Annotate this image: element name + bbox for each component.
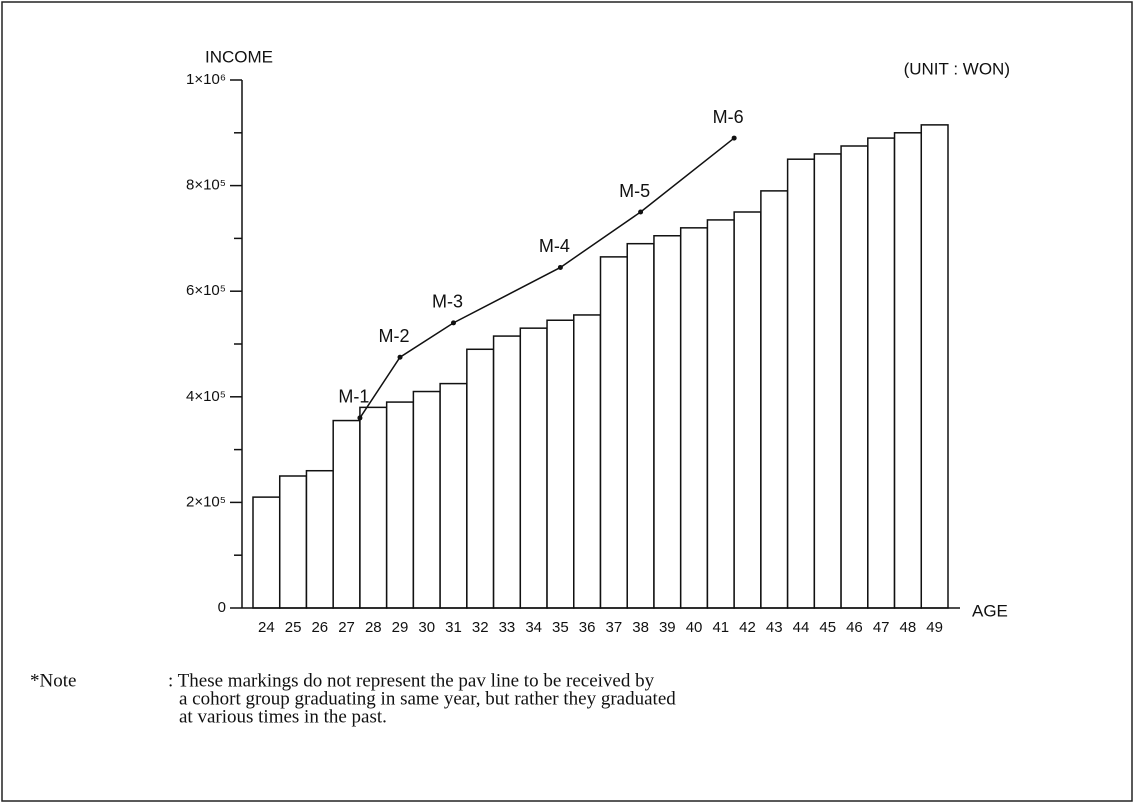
- point-label: M-4: [539, 236, 570, 256]
- point-label: M-6: [713, 107, 744, 127]
- x-tick-label: 47: [873, 619, 890, 636]
- bar: [920, 124, 949, 609]
- bar: [867, 137, 896, 609]
- y-tick-label: 2×10⁵: [186, 493, 226, 510]
- note-label: *Note: [30, 670, 76, 691]
- x-tick-label: 38: [632, 619, 649, 636]
- x-tick-label: 46: [846, 619, 863, 636]
- bar: [893, 132, 923, 609]
- line-point: [450, 320, 456, 326]
- x-tick-label: 27: [338, 619, 355, 636]
- y-tick-label: 1×10⁶: [186, 71, 226, 88]
- line-point: [397, 354, 403, 360]
- bar: [492, 335, 522, 609]
- bar: [546, 319, 575, 609]
- x-tick-label: 48: [900, 619, 917, 636]
- x-tick-label: 36: [579, 619, 596, 636]
- x-tick-label: 35: [552, 619, 569, 636]
- x-tick-label: 25: [285, 619, 302, 636]
- x-tick-label: 49: [926, 619, 943, 636]
- bar: [599, 256, 628, 609]
- x-tick-label: 28: [365, 619, 382, 636]
- bar: [626, 242, 655, 609]
- x-tick-label: 34: [525, 619, 542, 636]
- note-line: a cohort group graduating in same year, …: [179, 688, 676, 709]
- x-tick-label: 31: [445, 619, 462, 636]
- x-tick-label: 45: [819, 619, 836, 636]
- line-point: [731, 135, 737, 141]
- bar: [706, 219, 735, 609]
- bar: [412, 390, 441, 609]
- note-line: at various times in the past.: [179, 706, 387, 727]
- line: [359, 137, 735, 419]
- x-tick-label: 44: [793, 619, 810, 636]
- x-tick-label: 30: [418, 619, 435, 636]
- y-tick-label: 0: [218, 599, 226, 616]
- bar: [573, 314, 602, 609]
- x-tick-label: 42: [739, 619, 756, 636]
- bar: [385, 401, 415, 609]
- y-tick-label: 6×10⁵: [186, 282, 226, 299]
- point-label: M-5: [619, 181, 650, 201]
- bar: [760, 190, 789, 609]
- bar: [840, 145, 869, 609]
- x-tick-label: 41: [712, 619, 729, 636]
- x-tick-label: 33: [499, 619, 516, 636]
- x-tick-label: 40: [686, 619, 703, 636]
- point-label: M-3: [432, 292, 463, 312]
- line-point: [638, 209, 644, 215]
- bar: [733, 211, 762, 609]
- x-tick-label: 43: [766, 619, 783, 636]
- point-label: M-2: [379, 326, 410, 346]
- y-tick-label: 8×10⁵: [186, 177, 226, 194]
- point-label: M-1: [338, 387, 369, 407]
- bar: [305, 469, 334, 609]
- bar: [786, 158, 816, 609]
- y-tick-label: 4×10⁵: [186, 388, 226, 405]
- x-tick-label: 39: [659, 619, 676, 636]
- y-axis-label: INCOME: [205, 47, 273, 66]
- bar: [252, 496, 281, 609]
- x-tick-label: 24: [258, 619, 275, 636]
- x-tick-label: 32: [472, 619, 489, 636]
- bar: [278, 475, 308, 609]
- bar: [519, 327, 548, 609]
- x-tick-label: 26: [311, 619, 328, 636]
- bar: [679, 227, 709, 609]
- bar: [359, 406, 388, 609]
- line-point: [357, 415, 363, 421]
- bar: [332, 419, 361, 609]
- note-line: : These markings do not represent the pa…: [168, 670, 655, 691]
- bar: [439, 382, 468, 609]
- bar: [653, 235, 682, 609]
- x-tick-label: 37: [606, 619, 623, 636]
- unit-label: (UNIT : WON): [904, 59, 1010, 78]
- bar: [813, 153, 842, 609]
- x-tick-label: 29: [392, 619, 409, 636]
- bar: [466, 348, 495, 609]
- line-point: [557, 264, 563, 270]
- x-axis-label: AGE: [972, 601, 1008, 620]
